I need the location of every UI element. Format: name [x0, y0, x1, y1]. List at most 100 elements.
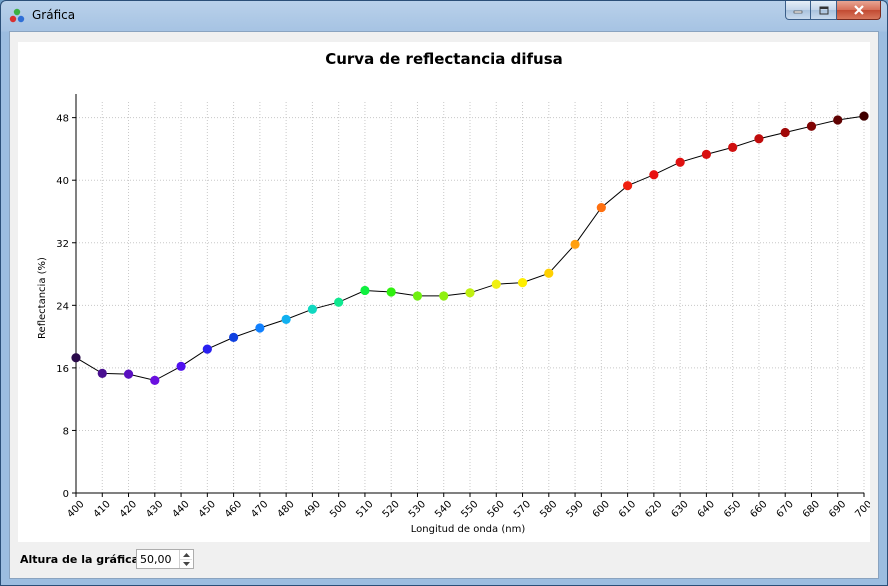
x-tick-label: 490 [302, 499, 323, 520]
minimize-button[interactable] [785, 1, 811, 20]
x-tick-label: 480 [276, 499, 297, 520]
close-button[interactable] [837, 1, 881, 20]
data-point [806, 121, 817, 131]
bottom-controls: Altura de la gráfica: 50,00 [10, 546, 878, 576]
y-tick-label: 24 [56, 301, 69, 312]
y-tick-label: 32 [56, 239, 69, 250]
data-point [97, 368, 107, 378]
data-point [71, 353, 81, 363]
x-tick-label: 500 [328, 499, 349, 520]
data-point [701, 149, 712, 159]
data-point [307, 304, 317, 314]
chart-height-value[interactable]: 50,00 [140, 553, 172, 566]
y-axis-label: Reflectancia (%) [37, 257, 48, 339]
data-point [123, 369, 134, 379]
x-tick-label: 580 [538, 499, 559, 520]
x-tick-label: 520 [381, 499, 402, 520]
x-tick-label: 610 [617, 499, 638, 520]
client-area: Curva de reflectancia difusa 400 410 420 43… [9, 31, 879, 579]
title-bar[interactable]: Gráfica [1, 1, 887, 31]
reflectance-series [71, 111, 869, 385]
data-point [229, 332, 239, 342]
data-point [465, 288, 475, 298]
y-tick-label: 8 [63, 426, 69, 437]
data-point [570, 239, 580, 249]
y-tick-label: 48 [56, 114, 69, 125]
x-tick-label: 590 [564, 499, 585, 520]
data-point [334, 297, 344, 307]
window-title: Gráfica [32, 8, 76, 22]
data-point [491, 279, 501, 289]
x-tick-label: 670 [775, 499, 796, 520]
arrow-down-icon [182, 561, 190, 566]
y-tick-label: 40 [56, 176, 69, 187]
chart-height-spinbox[interactable]: 50,00 [136, 549, 194, 569]
data-point [780, 127, 790, 138]
maximize-icon [819, 6, 828, 14]
x-tick-label: 540 [433, 499, 454, 520]
x-tick-label: 560 [486, 499, 507, 520]
x-tick-label: 690 [827, 499, 848, 520]
close-icon [853, 5, 864, 15]
x-tick-label: 420 [118, 499, 139, 520]
x-axis-ticks: 400 410 420 430 440 450 460 470 480 490 500 510 520 5… [65, 493, 875, 520]
x-tick-label: 430 [144, 499, 165, 520]
y-axis-ticks: 0 8 16 24 32 40 48 [56, 114, 76, 500]
x-tick-label: 570 [512, 499, 533, 520]
reflectance-chart: Curva de reflectancia difusa 400 410 420 43… [37, 50, 875, 535]
x-tick-label: 640 [696, 499, 717, 520]
data-point [833, 115, 843, 125]
data-point [649, 170, 659, 180]
x-tick-label: 600 [591, 499, 612, 520]
x-tick-label: 460 [223, 499, 244, 520]
minimize-icon [793, 10, 803, 14]
data-point [623, 181, 633, 191]
x-tick-label: 680 [801, 499, 822, 520]
data-point [386, 287, 396, 297]
data-point [754, 134, 764, 144]
chart-height-label: Altura de la gráfica: [20, 553, 144, 566]
data-point [859, 111, 869, 121]
x-tick-label: 630 [670, 499, 691, 520]
x-tick-label: 660 [748, 499, 769, 520]
maximize-button[interactable] [811, 1, 837, 20]
grid [75, 102, 865, 493]
x-tick-label: 470 [249, 499, 270, 520]
data-point [544, 268, 554, 278]
data-point [596, 202, 606, 213]
y-tick-label: 16 [56, 364, 69, 375]
app-icon [9, 8, 25, 23]
arrow-up-icon [182, 552, 190, 557]
data-point [202, 344, 212, 354]
data-point [675, 157, 685, 167]
data-point [728, 142, 738, 152]
chart-area: Curva de reflectancia difusa 400 410 420 43… [18, 42, 875, 542]
data-point [360, 285, 370, 296]
y-tick-label: 0 [63, 489, 69, 500]
data-point [439, 291, 449, 301]
x-tick-label: 530 [407, 499, 428, 520]
x-tick-label: 620 [643, 499, 664, 520]
x-tick-label: 700 [853, 499, 870, 520]
x-tick-label: 440 [170, 499, 191, 520]
chart-title: Curva de reflectancia difusa [325, 50, 563, 68]
data-point [412, 291, 423, 301]
spin-buttons [179, 550, 193, 568]
data-point [150, 375, 160, 385]
x-axis-label: Longitud de onda (nm) [411, 524, 526, 535]
x-tick-label: 410 [92, 499, 113, 520]
x-tick-label: 400 [65, 499, 86, 520]
caption-buttons [785, 1, 881, 21]
data-point [255, 323, 265, 333]
data-point [517, 278, 528, 288]
data-point [281, 314, 291, 324]
x-tick-label: 450 [197, 499, 218, 520]
data-point [176, 361, 186, 371]
x-tick-label: 550 [459, 499, 480, 520]
spin-down-button[interactable] [180, 559, 192, 568]
x-tick-label: 510 [354, 499, 375, 520]
spin-up-button[interactable] [180, 550, 192, 560]
reflectance-line [75, 115, 865, 381]
x-tick-label: 650 [722, 499, 743, 520]
